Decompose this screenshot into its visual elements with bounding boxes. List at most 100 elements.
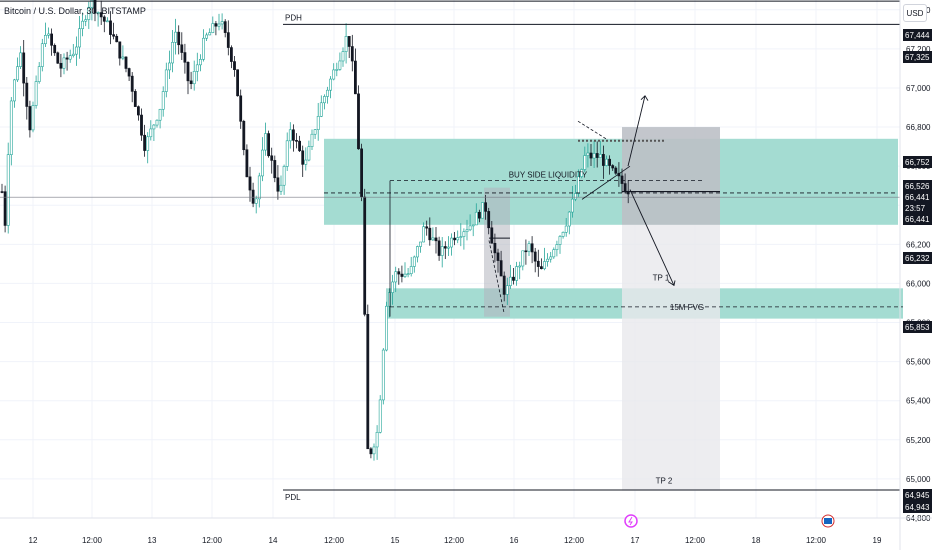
candle-body (242, 120, 246, 151)
candle-body (56, 52, 60, 64)
price-tag (903, 29, 932, 41)
candle-body (369, 448, 373, 455)
down-arrowhead (667, 280, 676, 287)
candle-body (530, 243, 534, 253)
time-tick-label: 12:00 (685, 536, 706, 545)
time-axis[interactable]: 12 12:00 13 12:00 14 12:00 15 12:00 16 12:00 17 12:… (0, 517, 932, 545)
price-tag-label: 64,945 (905, 491, 930, 500)
retrace-path (488, 240, 505, 313)
candle-body (50, 33, 54, 46)
candle-body (555, 244, 559, 251)
price-tick-label: 65,000 (906, 475, 931, 484)
candle-body (133, 91, 137, 107)
lightning-icon (624, 514, 638, 528)
candle-body (152, 124, 156, 130)
candle-body (155, 119, 159, 126)
candle-body (78, 28, 81, 48)
price-tick-label: 65,600 (906, 358, 931, 367)
candle-body (121, 56, 125, 59)
price-tag (903, 213, 932, 225)
projection-shade-top (622, 127, 720, 225)
candle-body (140, 114, 143, 136)
candle-body (291, 129, 295, 141)
candle-body (477, 211, 481, 219)
currency-button[interactable]: USD (903, 4, 927, 22)
candle-body (586, 152, 590, 156)
price-tag-label: 23:57 (905, 204, 926, 213)
candle-body (84, 19, 88, 22)
candle-body (211, 23, 215, 33)
price-tag-label: 66,441 (905, 193, 930, 202)
candle-body (518, 265, 522, 268)
annotation-label: PDL (285, 493, 301, 502)
price-tag (903, 252, 932, 264)
candle-body (214, 23, 218, 27)
candle-body (31, 105, 35, 131)
annotation-label: TP 1 (653, 273, 670, 282)
candle-body (310, 133, 314, 147)
candle-body (279, 184, 283, 192)
candle-body (592, 153, 596, 159)
candle-body (248, 176, 252, 191)
candle-body (561, 231, 565, 237)
candle-body (164, 69, 168, 92)
candle-body (409, 266, 413, 275)
candle-body (282, 166, 286, 186)
candle-body (459, 236, 463, 238)
candle-body (512, 276, 515, 281)
price-tag-label: 67,325 (905, 53, 930, 62)
price-axis[interactable]: 64,80065,00065,20065,40065,60065,80066,0… (899, 0, 932, 550)
price-tag (903, 501, 932, 513)
candle-body (363, 196, 367, 315)
candle-body (419, 241, 422, 247)
event-icons (624, 514, 835, 528)
candles-layer (0, 0, 630, 461)
drawings-layer: PDH PDL BUY SIDE LIQUIDITY 15M FVG TP 1 TP 2 (0, 0, 903, 502)
candle-body (406, 273, 410, 276)
candle-body (493, 242, 497, 254)
candle-body (524, 250, 528, 253)
candle-body (536, 260, 540, 267)
candle-body (298, 140, 302, 152)
candle-body (99, 12, 103, 18)
candle-body (515, 266, 519, 281)
candle-body (440, 246, 444, 256)
candle-body (471, 224, 475, 227)
candle-body (81, 20, 85, 30)
candle-body (149, 128, 153, 138)
candle-body (499, 260, 503, 277)
annotation-label: TP 2 (656, 477, 673, 486)
candle-body (366, 314, 370, 450)
time-tick-label: 17 (631, 536, 640, 545)
candle-body (322, 96, 326, 104)
candle-body (412, 256, 416, 267)
candle-body (428, 227, 432, 241)
candle-body (521, 250, 525, 267)
buy-side-zone (324, 138, 898, 225)
candle-body (502, 275, 506, 295)
candle-body (161, 91, 165, 110)
candle-body (456, 237, 460, 241)
candle-body (75, 46, 78, 55)
candle-body (205, 34, 209, 39)
candle-body (118, 41, 122, 59)
retrace-shade (484, 187, 510, 317)
candle-body (564, 225, 568, 233)
candle-body (394, 271, 398, 283)
candle-body (9, 100, 13, 155)
price-tag-label: 65,853 (905, 323, 930, 332)
time-tick-label: 12:00 (324, 536, 345, 545)
candle-body (115, 35, 119, 43)
candle-body (422, 226, 426, 243)
candle-body (112, 34, 116, 37)
candle-body (620, 175, 624, 184)
candle-body (257, 175, 261, 200)
candle-body (260, 149, 264, 177)
candle-body (53, 45, 57, 54)
candle-body (43, 34, 47, 45)
candle-body (25, 82, 29, 107)
candle-body (357, 93, 360, 150)
candle-body (189, 80, 193, 85)
